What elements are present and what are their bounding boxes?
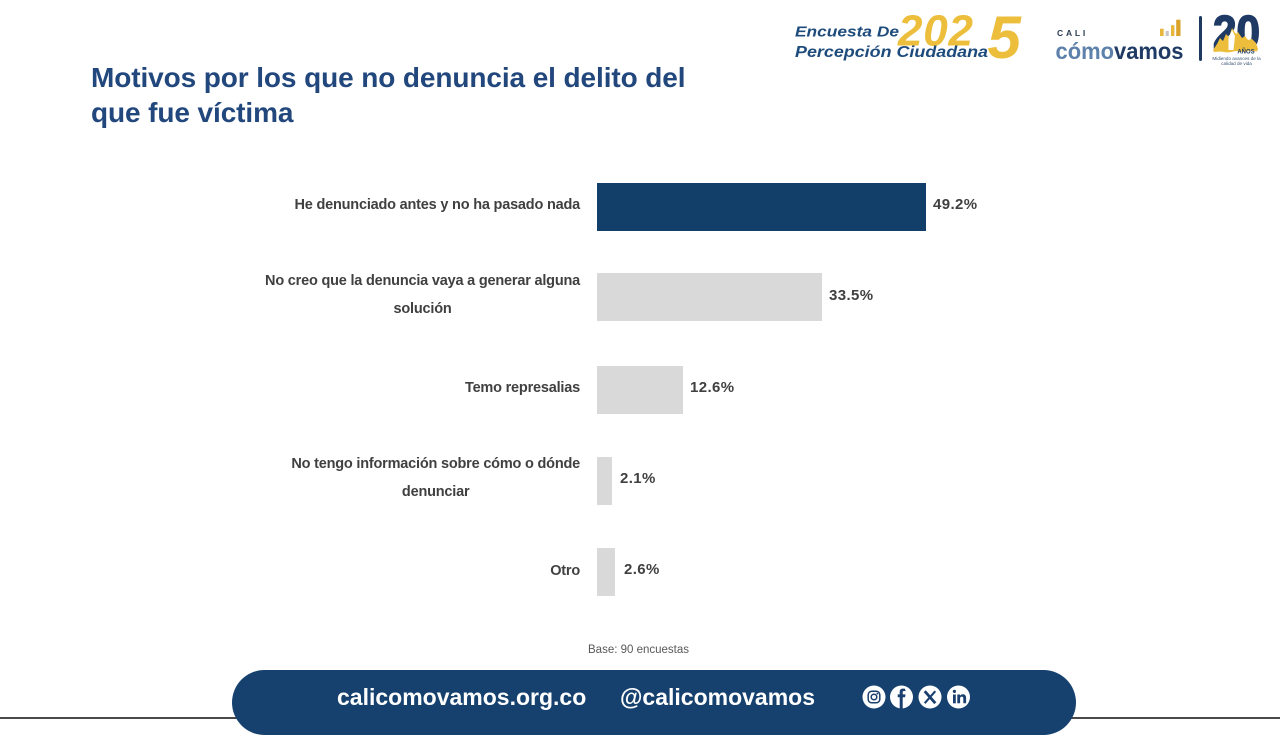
- svg-text:5: 5: [988, 5, 1023, 71]
- svg-text:AÑOS: AÑOS: [1237, 49, 1254, 56]
- svg-text:cómovamos: cómovamos: [1056, 38, 1184, 64]
- svg-text:calidad de vida: calidad de vida: [1221, 61, 1252, 66]
- svg-text:202: 202: [897, 7, 974, 56]
- svg-text:CALI: CALI: [1057, 28, 1088, 38]
- svg-text:Midiendo avances de la: Midiendo avances de la: [1212, 56, 1261, 61]
- svg-text:Percepción Ciudadana: Percepción Ciudadana: [795, 44, 988, 61]
- svg-text:Encuesta De: Encuesta De: [795, 24, 899, 41]
